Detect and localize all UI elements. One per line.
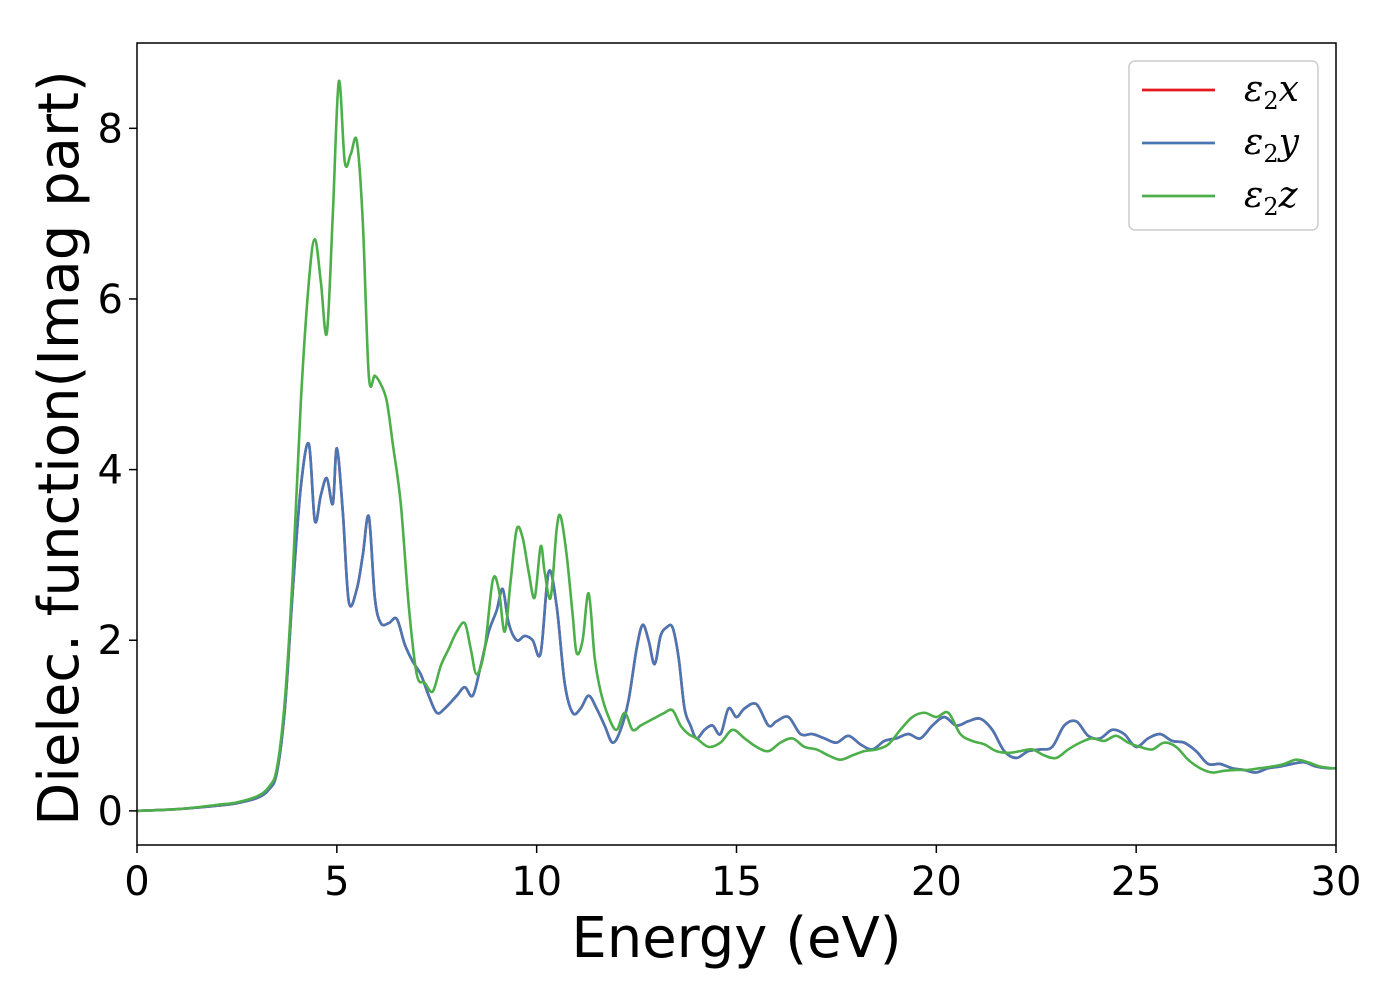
legend-label-x: ε2x: [1244, 69, 1299, 115]
series-line-y: [137, 441, 1336, 813]
x-tick-label: 20: [911, 859, 962, 905]
legend-label-z: ε2z: [1244, 175, 1299, 221]
legend: ε2x ε2y ε2z: [1128, 60, 1319, 231]
x-axis: 0 5 10 15 20 25 30: [124, 845, 1361, 905]
x-tick-label: 0: [124, 859, 149, 905]
x-tick-label: 10: [511, 859, 562, 905]
x-tick-label: 15: [711, 859, 762, 905]
legend-box: [1128, 60, 1319, 231]
y-axis-title: Dielec. function(Imag part): [27, 70, 92, 826]
y-axis: 0 2 4 6 8: [98, 106, 137, 835]
y-tick-label: 0: [98, 789, 123, 835]
x-axis-title: Energy (eV): [571, 906, 901, 971]
x-tick-label: 30: [1311, 859, 1362, 905]
y-tick-label: 8: [98, 106, 123, 152]
x-tick-label: 25: [1111, 859, 1162, 905]
series-line-z: [137, 79, 1336, 813]
y-tick-label: 4: [98, 448, 123, 494]
series-layer: [137, 79, 1336, 813]
series-line-x: [137, 441, 1336, 813]
y-tick-label: 2: [98, 618, 123, 664]
legend-label-y: ε2y: [1244, 122, 1300, 168]
y-tick-label: 6: [98, 277, 123, 323]
x-tick-label: 5: [324, 859, 349, 905]
